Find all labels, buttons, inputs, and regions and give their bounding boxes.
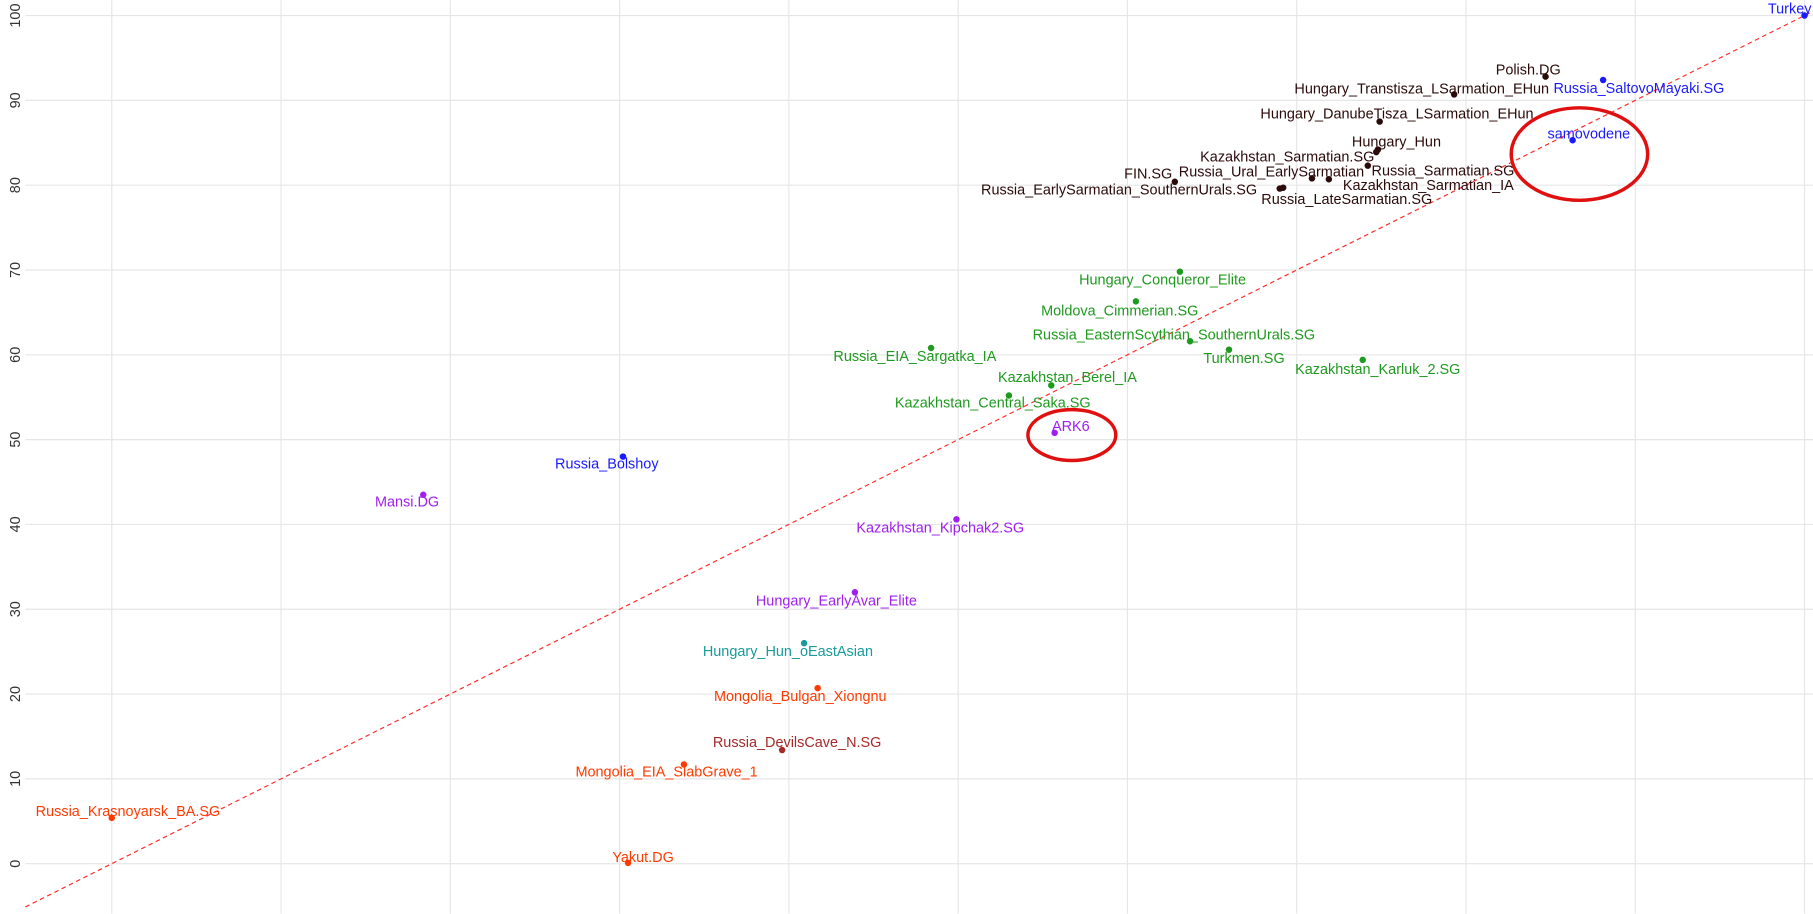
point-label: Hungary_Hun_oEastAsian [703,644,873,660]
y-tick-label: 50 [8,432,24,448]
y-tick-label: 20 [8,686,24,702]
point [1132,298,1140,305]
point-label: Hungary_Conqueror_Elite [1079,273,1246,289]
point [624,859,632,867]
point [108,814,116,822]
point-label: Russia_Bolshoy [555,456,659,472]
y-tick-label: 70 [8,262,24,278]
point [814,684,821,692]
point [1171,178,1179,186]
point [1005,392,1013,399]
point-label: Mongolia_EIA_SlabGrave_1 [575,764,757,780]
point-label: Russia_SaltovoMayaki.SG [1553,81,1724,97]
plot: Turkey Polish.DG Hungary_Transtisza_LSarma… [36,2,1812,867]
y-tick-label: 40 [8,516,24,532]
point [1373,148,1380,156]
point [851,589,859,596]
point [1051,429,1058,437]
point-label: Mansi.DG [375,495,439,511]
point [1176,268,1184,275]
point [619,453,627,460]
point [800,639,808,647]
point-label: Mongolia_Bulgan_Xiongnu [714,689,887,705]
point [1376,118,1383,125]
point-label: Kazakhstan_Kipchak2.SG [856,520,1024,536]
point [778,746,786,754]
point [1599,76,1607,84]
point [1186,337,1194,345]
y-tick-label: 30 [8,601,24,617]
point [1225,346,1233,353]
point-label: Russia_EIA_Sargatka_IA [833,349,996,365]
point-label: Russia_Krasnoyarsk_BA.SG [36,804,221,820]
point-label: Kazakhstan_Central_Saka.SG [895,395,1091,411]
point-label: Hungary_DanubeTisza_LSarmation_EHun [1260,106,1533,122]
point-label: Turkmen.SG [1203,351,1284,367]
point-label: Moldova_Cimmerian.SG [1041,304,1198,320]
highlight-circle [1509,106,1650,203]
point [927,344,935,352]
point [953,516,960,523]
y-tick-label: 10 [8,771,24,787]
point-label: Polish.DG [1496,63,1561,79]
point-label: Russia_LateSarmatian.SG [1261,192,1432,208]
point [1569,136,1576,144]
grid: 0 10 20 30 40 50 60 70 80 90 100 [8,0,1813,914]
y-tick-label: 90 [8,92,24,108]
point-label: Russia_Sarmatian.SG [1372,163,1515,179]
highlight-circle [1026,407,1118,463]
point [1359,356,1366,364]
y-tick-label: 100 [8,4,24,28]
point-label: Russia_EarlySarmatian_SouthernUrals.SG [981,183,1257,199]
point [1279,184,1287,191]
point-label: Hungary_EarlyAvar_Elite [756,593,917,609]
point [1308,175,1316,182]
point [680,761,688,768]
point-label: Kazakhstan_Berel_IA [998,370,1137,386]
point [1364,162,1372,169]
point [1450,91,1458,98]
point-label: Kazakhstan_Sarmatian_IA [1343,178,1514,194]
point [1801,12,1808,19]
point-label: Hungary_Hun [1352,134,1441,150]
point [1542,73,1549,80]
point-label: Turkey [1768,2,1812,18]
y-tick-label: 0 [8,860,24,868]
point-label: Kazakhstan_Sarmatian.SG [1200,150,1374,166]
reference-line [25,10,1813,908]
point-label: Yakut.DG [612,850,674,866]
point [420,491,427,498]
point-label: Russia_DevilsCave_N.SG [713,735,882,751]
point [1325,175,1333,183]
point-label: Hungary_Transtisza_LSarmation_EHun [1294,82,1549,98]
point-label: samovodene [1547,126,1630,142]
y-tick-label: 80 [8,177,24,193]
point-label: ARK6 [1052,419,1090,435]
point-label: Kazakhstan_Karluk_2.SG [1295,362,1460,378]
point [1048,382,1055,389]
y-tick-label: 60 [8,347,24,363]
point-label: FIN.SG [1124,167,1172,183]
point-label: Russia_Ural_EarlySarmatian [1179,164,1364,180]
point-label: Russia_EasternScythian_SouthernUrals.SG [1033,327,1315,343]
